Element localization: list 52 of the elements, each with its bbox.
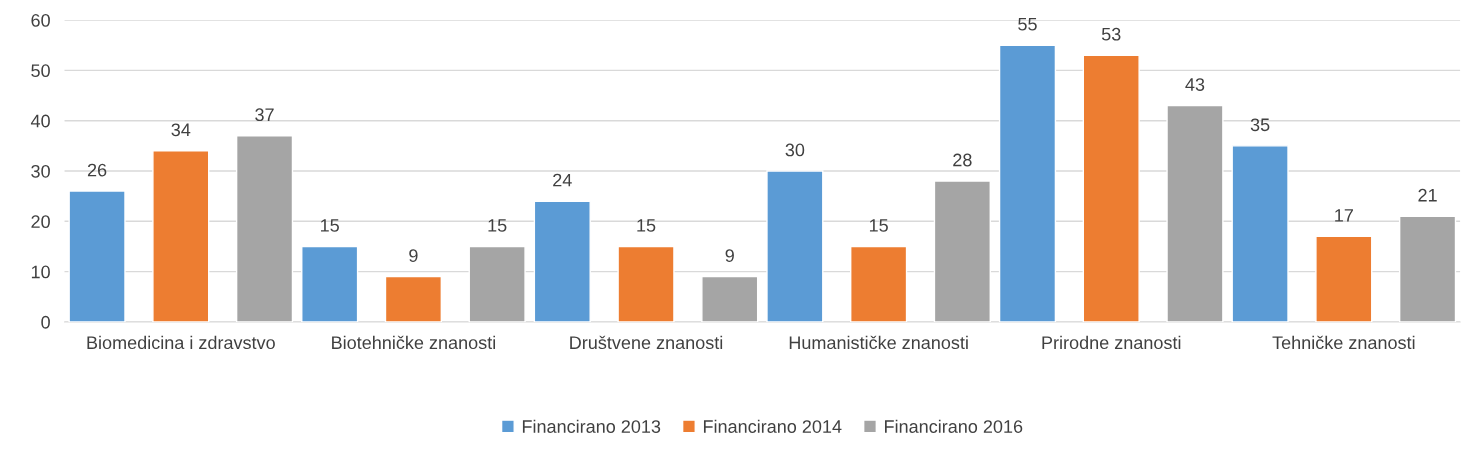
legend-label: Financirano 2016 xyxy=(885,419,1023,433)
x-tick-label: Tehničke znanosti xyxy=(1272,335,1415,350)
bar xyxy=(235,135,294,322)
x-tick-label: Prirodne znanosti xyxy=(1042,335,1181,350)
data-label: 9 xyxy=(725,249,734,262)
bar xyxy=(152,150,210,322)
bar xyxy=(701,275,759,322)
x-tick-label: Biomedicina i zdravstvo xyxy=(87,335,275,350)
data-label: 37 xyxy=(255,108,274,122)
bar xyxy=(1082,54,1140,322)
bar xyxy=(1315,235,1373,322)
y-tick-label: 10 xyxy=(31,265,50,279)
y-tick-label: 40 xyxy=(30,114,50,128)
bar xyxy=(468,245,526,322)
data-label: 15 xyxy=(321,219,339,232)
data-label: 28 xyxy=(953,153,972,167)
x-tick-label: Društvene znanosti xyxy=(570,335,723,350)
y-tick-label: 30 xyxy=(31,164,50,178)
data-label: 15 xyxy=(637,219,656,232)
bar xyxy=(1166,104,1224,322)
legend-label: Financirano 2013 xyxy=(522,419,661,433)
bar xyxy=(617,245,675,322)
y-tick-label: 60 xyxy=(31,14,50,27)
data-label: 53 xyxy=(1101,27,1121,41)
y-tick-label: 20 xyxy=(31,215,50,229)
data-label: 17 xyxy=(1335,209,1353,222)
data-label: 34 xyxy=(171,123,191,137)
data-label: 43 xyxy=(1185,78,1205,91)
data-label: 15 xyxy=(869,219,888,232)
bar xyxy=(301,245,359,322)
data-label: 9 xyxy=(409,249,418,262)
bar xyxy=(1398,215,1457,322)
data-label: 30 xyxy=(785,143,805,157)
bar xyxy=(766,170,824,322)
y-tick-label: 50 xyxy=(31,64,50,78)
legend-label: Financirano 2014 xyxy=(703,419,842,433)
bar xyxy=(933,180,991,322)
bar xyxy=(68,190,126,322)
data-label: 15 xyxy=(488,219,507,232)
x-tick-label: Biotehničke znanosti xyxy=(332,335,496,350)
bar xyxy=(998,44,1057,322)
bar xyxy=(850,245,908,322)
bar xyxy=(384,275,443,322)
data-label: 55 xyxy=(1018,17,1037,31)
bar xyxy=(1231,145,1289,322)
y-tick-label: 0 xyxy=(41,315,50,329)
data-label: 21 xyxy=(1418,188,1437,202)
data-label: 26 xyxy=(87,163,107,177)
data-label: 24 xyxy=(553,173,572,187)
data-label: 35 xyxy=(1250,118,1270,132)
bar xyxy=(533,200,591,322)
x-tick-label: Humanističke znanosti xyxy=(789,335,968,350)
